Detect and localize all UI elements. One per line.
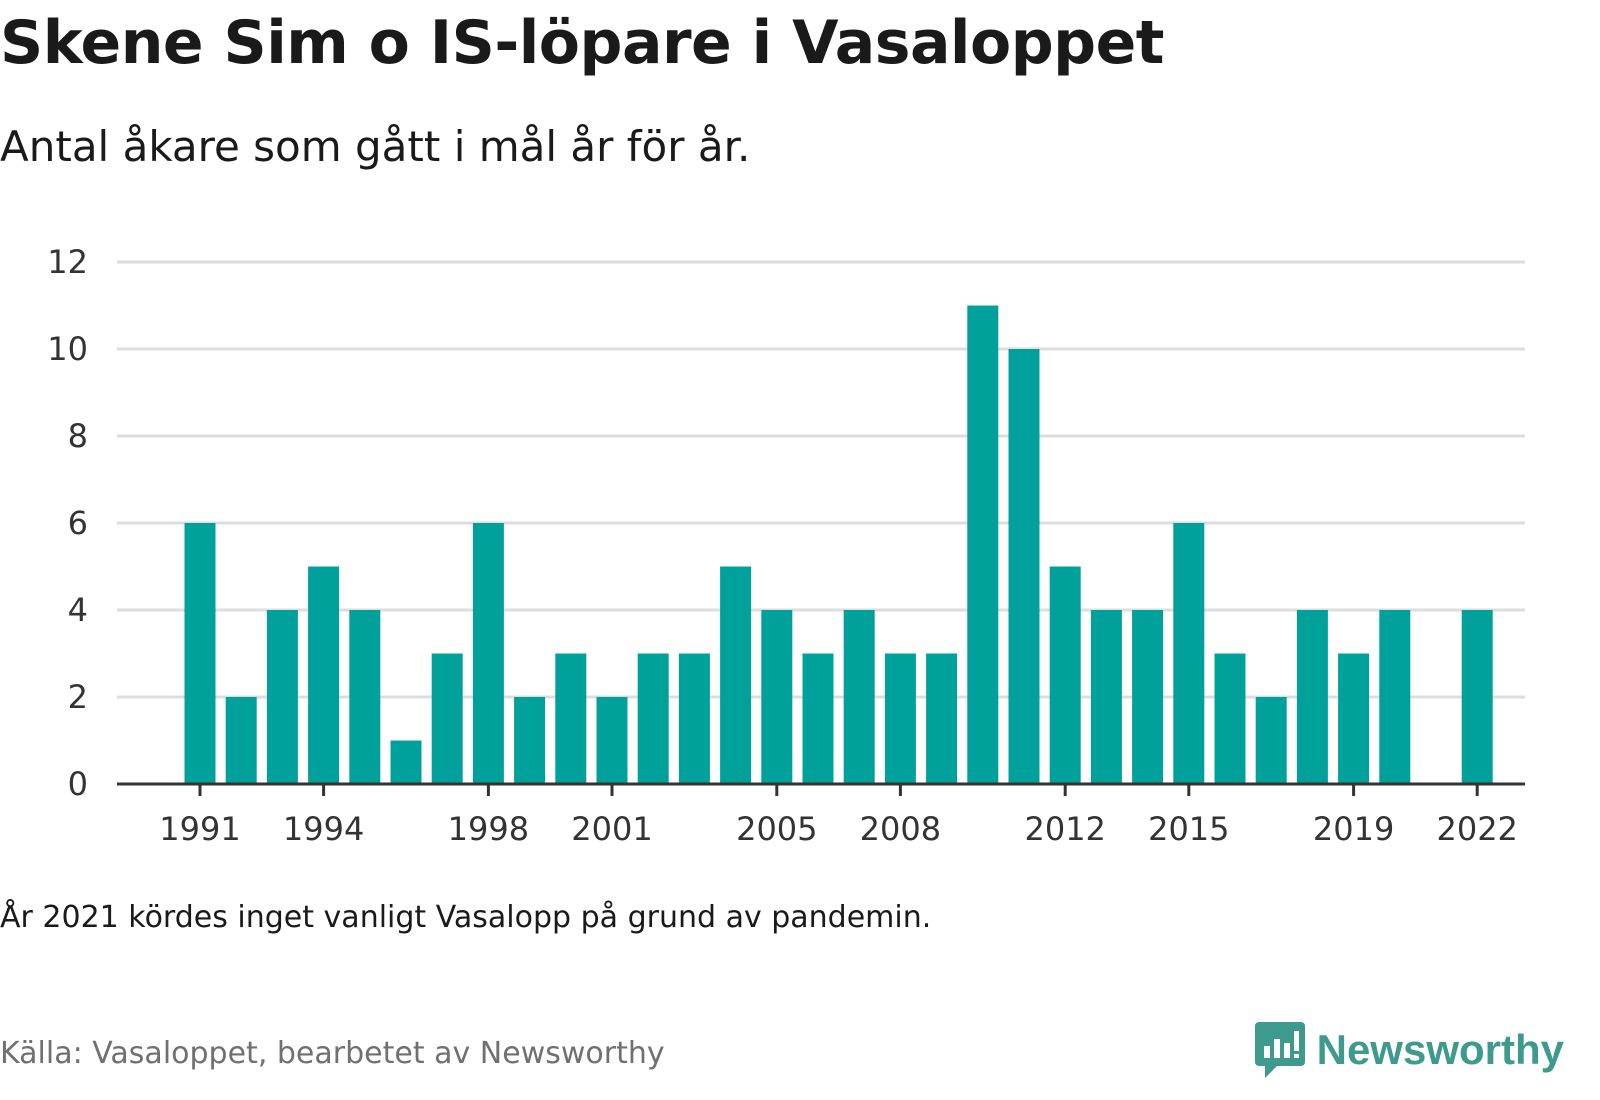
bars [184,305,1493,784]
bar-2018 [1296,610,1328,784]
y-tick-label: 4 [68,591,88,629]
bar-2013 [1090,610,1122,784]
y-tick-label: 6 [68,504,88,542]
bar-2007 [843,610,875,784]
x-tick-label: 2019 [1313,810,1394,848]
bar-2011 [1008,349,1040,784]
chart-title: Skene Sim o IS-löpare i Vasaloppet [0,8,1165,78]
brand-name: Newsworthy [1316,1026,1564,1073]
x-tick-label: 2022 [1436,810,1517,848]
x-tick-label: 2015 [1148,810,1229,848]
y-tick-label: 0 [68,765,88,803]
bar-1994 [308,566,340,784]
source-credit: Källa: Vasaloppet, bearbetet av Newswort… [0,1036,665,1071]
x-tick-label: 1994 [283,810,364,848]
bar-2009 [926,653,958,784]
bar-1998 [472,523,504,784]
chart-subtitle: Antal åkare som gått i mål år för år. [0,122,751,171]
bar-2010 [967,305,999,784]
bar-2020 [1379,610,1411,784]
bar-1993 [266,610,298,784]
bar-2003 [678,653,710,784]
bar-1999 [514,697,546,784]
bar-2022 [1461,610,1493,784]
y-axis-ticks: 0 2 4 6 8 10 12 [47,243,88,803]
bar-2006 [802,653,834,784]
bar-2015 [1173,523,1205,784]
y-tick-label: 2 [68,678,88,716]
newsworthy-logo-icon [1254,1022,1305,1078]
chart-note: År 2021 kördes inget vanligt Vasalopp på… [0,900,932,935]
y-tick-label: 10 [47,330,88,368]
bar-1997 [431,653,463,784]
bar-2012 [1049,566,1081,784]
x-tick-label: 2008 [860,810,941,848]
y-tick-label: 12 [47,243,88,281]
bar-1991 [184,523,216,784]
bar-1992 [225,697,257,784]
bar-2017 [1255,697,1287,784]
bar-2002 [637,653,669,784]
bar-2014 [1132,610,1164,784]
bar-2019 [1338,653,1370,784]
x-tick-label: 2012 [1024,810,1105,848]
bar-2008 [884,653,916,784]
x-tick-label: 2005 [736,810,817,848]
bar-2004 [720,566,752,784]
x-axis-ticks: 1991 1994 1998 2001 2005 2008 2012 2015 2019 2022 [159,784,1518,848]
bar-2000 [555,653,587,784]
x-tick-label: 1998 [448,810,529,848]
bar-2016 [1214,653,1246,784]
brand-logo[interactable]: Newsworthy [1254,1022,1564,1078]
y-tick-label: 8 [68,417,88,455]
bar-1995 [349,610,381,784]
bar-chart: 0 2 4 6 8 10 12 1991 1994 1998 2001 2005 2008 2012 20… [47,243,1525,848]
x-tick-label: 1991 [159,810,240,848]
x-tick-label: 2001 [571,810,652,848]
bar-2005 [761,610,793,784]
bar-1996 [390,740,422,784]
bar-2001 [596,697,628,784]
